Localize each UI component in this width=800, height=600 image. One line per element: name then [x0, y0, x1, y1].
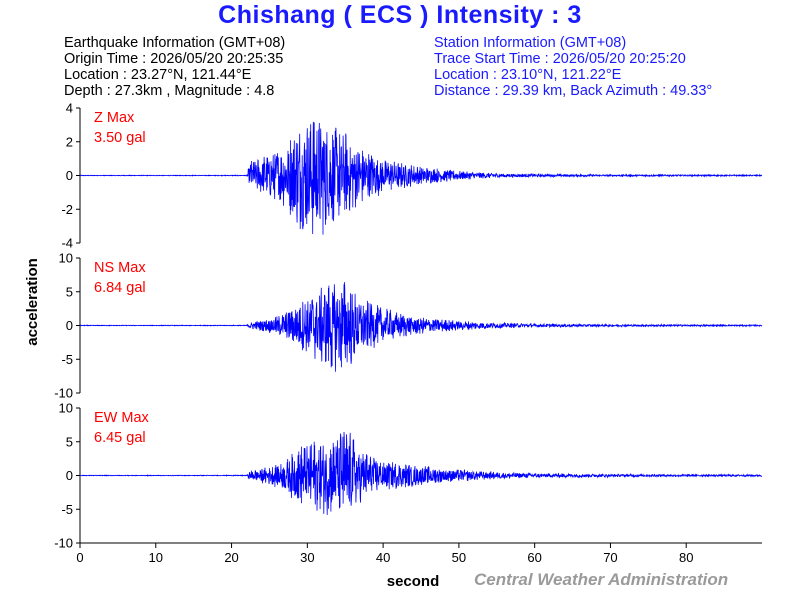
agency-credit: Central Weather Administration [474, 570, 729, 589]
y-tick-label: -10 [54, 536, 73, 551]
earthquake-info: Earthquake Information (GMT+08) Origin T… [64, 35, 285, 99]
y-tick-label: -10 [54, 386, 73, 401]
y-tick-label: 0 [66, 318, 73, 333]
y-tick-label: 10 [59, 401, 73, 416]
x-tick-label: 30 [300, 550, 314, 565]
y-tick-label: -2 [61, 202, 73, 217]
y-tick-label: 4 [66, 101, 73, 116]
panel-label-ew: EW Max [94, 410, 150, 426]
station-location: Location : 23.10°N, 121.22°E [434, 67, 622, 83]
panel-max-z: 3.50 gal [94, 130, 146, 146]
waveform-ns [80, 282, 763, 372]
page-title: Chishang ( ECS ) Intensity : 3 [218, 1, 582, 29]
x-tick-label: 60 [527, 550, 541, 565]
x-tick-label: 50 [452, 550, 466, 565]
x-tick-label: 80 [679, 550, 693, 565]
distance-azimuth: Distance : 29.39 km, Back Azimuth : 49.3… [434, 83, 713, 99]
y-axis-title: acceleration [24, 258, 41, 346]
station-info: Station Information (GMT+08) Trace Start… [434, 35, 712, 99]
y-tick-label: 0 [66, 468, 73, 483]
earthquake-info-heading: Earthquake Information (GMT+08) [64, 35, 286, 51]
panel-max-ew: 6.45 gal [94, 430, 146, 446]
station-info-heading: Station Information (GMT+08) [434, 35, 627, 51]
y-tick-label: -5 [61, 502, 73, 517]
y-tick-label: 0 [66, 168, 73, 183]
y-tick-label: 5 [66, 284, 73, 299]
y-tick-label: 10 [59, 251, 73, 266]
y-tick-label: -5 [61, 352, 73, 367]
depth-magnitude: Depth : 27.3km , Magnitude : 4.8 [64, 83, 275, 99]
origin-time: Origin Time : 2026/05/20 20:25:35 [64, 51, 284, 67]
waveform-z [79, 121, 762, 235]
y-tick-label: -4 [61, 236, 73, 251]
epicenter-location: Location : 23.27°N, 121.44°E [64, 67, 252, 83]
panel-label-z: Z Max [94, 110, 135, 126]
x-tick-label: 20 [224, 550, 238, 565]
trace-start-time: Trace Start Time : 2026/05/20 20:25:20 [434, 51, 686, 67]
waveform-ew [79, 431, 763, 515]
x-tick-label: 40 [376, 550, 390, 565]
y-tick-label: 5 [66, 434, 73, 449]
x-axis-title: second [387, 573, 440, 590]
x-tick-label: 10 [149, 550, 163, 565]
x-tick-label: 70 [603, 550, 617, 565]
panel-label-ns: NS Max [94, 260, 146, 276]
x-tick-label: 0 [76, 550, 83, 565]
y-tick-label: 2 [66, 134, 73, 149]
panel-max-ns: 6.84 gal [94, 280, 146, 296]
